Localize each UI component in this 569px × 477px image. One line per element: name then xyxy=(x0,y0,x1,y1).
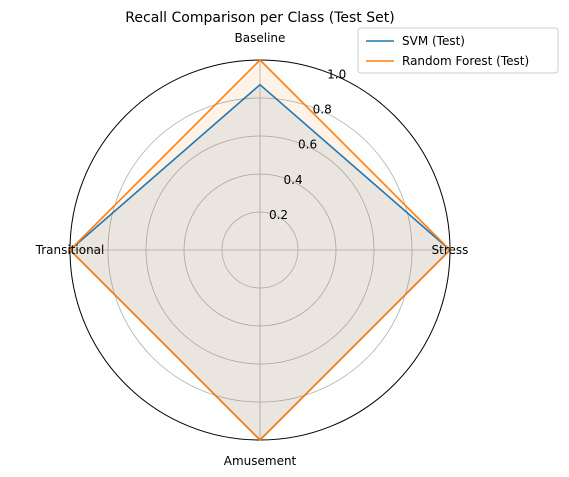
legend-box xyxy=(357,27,559,74)
legend: SVM (Test) Random Forest (Test) xyxy=(357,27,559,74)
radial-tick-label: 0.4 xyxy=(284,173,303,187)
legend-entry-0: SVM (Test) xyxy=(402,34,465,48)
category-label-baseline: Baseline xyxy=(235,31,286,45)
legend-entry-1: Random Forest (Test) xyxy=(402,54,529,68)
series-fill-1 xyxy=(70,60,450,440)
category-label-transitional: Transitional xyxy=(35,243,105,257)
category-labels: Baseline Stress Amusement Transitional xyxy=(35,31,469,468)
series-fill-0 xyxy=(70,84,450,440)
radial-tick-label: 1.0 xyxy=(327,68,346,82)
category-label-stress: Stress xyxy=(432,243,469,257)
radial-tick-label: 0.6 xyxy=(298,138,317,152)
radial-tick-label: 0.2 xyxy=(269,208,288,222)
category-label-amusement: Amusement xyxy=(224,454,297,468)
series-line-1 xyxy=(68,58,452,442)
chart-title: Recall Comparison per Class (Test Set) xyxy=(125,10,394,26)
radial-tick-label: 0.8 xyxy=(313,103,332,117)
radial-tick-labels: 0.2 0.4 0.6 0.8 1.0 xyxy=(269,68,346,222)
series-fills xyxy=(70,60,450,440)
series-lines xyxy=(68,58,452,442)
